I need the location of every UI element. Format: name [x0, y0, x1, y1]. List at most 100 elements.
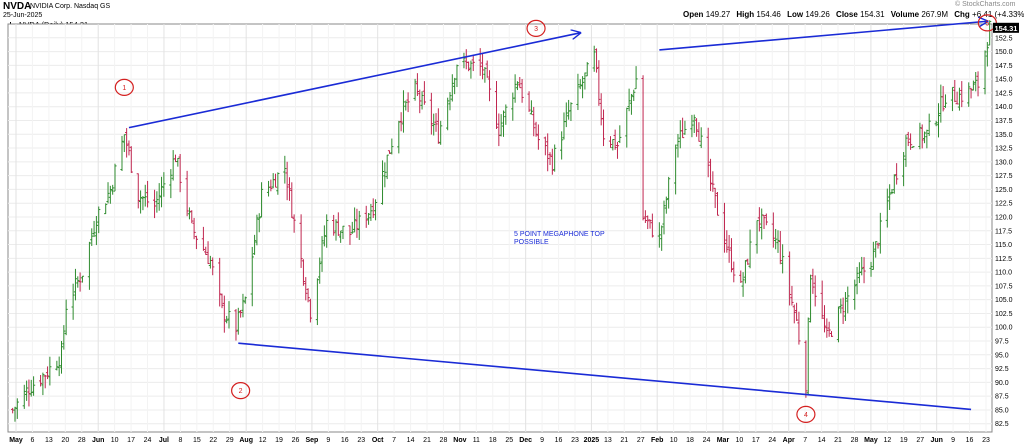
ohlc-bar: [194, 235, 199, 250]
x-tick-label: 19: [900, 437, 908, 444]
ohlc-bar: [239, 309, 243, 318]
ohlc-bar: [404, 100, 408, 111]
x-tick-label: 24: [768, 437, 776, 444]
ohlc-bar: [592, 45, 596, 72]
ohlc-bar: [983, 50, 987, 95]
ohlc-bar: [204, 246, 208, 255]
ohlc-bar: [145, 180, 150, 208]
ohlc-bar: [853, 279, 857, 310]
ohlc-bar: [415, 73, 420, 97]
x-tick-label: 18: [686, 437, 694, 444]
ohlc-bar: [627, 88, 631, 112]
x-tick-label: 28: [78, 437, 86, 444]
ohlc-bar: [406, 92, 410, 113]
ohlc-bar: [94, 216, 98, 246]
ohlc-bar: [355, 208, 359, 238]
x-tick-label: 9: [326, 437, 330, 444]
x-tick-label: 10: [111, 437, 119, 444]
ohlc-bar: [220, 293, 224, 309]
ohlc-bar: [336, 212, 340, 236]
x-tick-label: Jun: [92, 437, 104, 444]
x-tick-label: Aug: [239, 437, 253, 444]
ohlc-bar: [585, 62, 589, 77]
ohlc-bar: [211, 257, 215, 276]
pivot-marker: 3: [526, 19, 546, 38]
ohlc-bar: [969, 87, 973, 99]
ohlc-bar: [320, 236, 324, 272]
y-tick-label: 152.5: [995, 35, 1013, 42]
y-tick-label: 132.5: [995, 146, 1013, 153]
ohlc-bar: [201, 226, 206, 251]
ohlc-bar: [250, 246, 254, 307]
ohlc-bar: [41, 372, 45, 396]
ohlc-bar: [429, 92, 433, 135]
x-tick-label: Mar: [717, 437, 730, 444]
ohlc-bar: [218, 257, 222, 307]
x-tick-label: Sep: [306, 437, 319, 444]
ohlc-bar: [950, 86, 955, 112]
ohlc-bar: [455, 64, 459, 88]
trendline: [238, 342, 972, 411]
ohlc-bar: [318, 257, 322, 284]
ohlc-bar: [755, 220, 759, 254]
ohlc-bar: [15, 398, 19, 419]
ohlc-bar: [185, 170, 189, 217]
ohlc-bar: [776, 230, 780, 253]
chart-date: 25-Jun-2025: [3, 12, 43, 19]
ohlc-bar: [646, 215, 650, 230]
x-tick-label: 26: [292, 437, 300, 444]
y-tick-label: 120.0: [995, 214, 1013, 221]
x-tick-label: Jun: [930, 437, 942, 444]
ohlc-bar: [206, 241, 210, 265]
ohlc-bar: [152, 189, 157, 219]
ohlc-bar: [729, 238, 734, 273]
quote-volume-value: 267.9M: [921, 10, 949, 19]
ohlc-bar: [757, 207, 761, 232]
ohlc-bar: [806, 317, 810, 395]
ohlc-bar: [480, 53, 485, 80]
ohlc-bar: [385, 154, 389, 180]
ohlc-bar: [615, 141, 620, 159]
x-tick-label: Feb: [651, 437, 663, 444]
ohlc-bar: [941, 86, 945, 112]
ohlc-bar: [890, 189, 894, 195]
quote-change-value: +6.41 (+4.33%): [972, 10, 1024, 19]
x-tick-label: 9: [951, 437, 955, 444]
ohlc-bar: [87, 241, 92, 290]
x-tick-label: 12: [883, 437, 891, 444]
ohlc-bar: [683, 120, 687, 135]
ohlc-bar: [957, 87, 962, 111]
ohlc-bar: [827, 321, 831, 337]
x-tick-label: 15: [193, 437, 201, 444]
ohlc-bar: [283, 155, 287, 184]
ohlc-bar: [713, 187, 717, 209]
ohlc-bar: [187, 207, 192, 220]
ohlc-bar: [157, 183, 161, 211]
x-tick-label: Jul: [159, 437, 169, 444]
ohlc-bar: [762, 214, 766, 229]
y-tick-label: 102.5: [995, 311, 1013, 318]
quote-open-label: Open: [683, 10, 704, 19]
ohlc-bar: [111, 184, 115, 195]
ohlc-bar: [255, 214, 259, 246]
ohlc-bar: [732, 261, 736, 283]
ohlc-bar: [536, 124, 540, 150]
ohlc-bar: [104, 203, 108, 215]
ohlc-bar: [888, 184, 892, 210]
ohlc-bar: [613, 129, 617, 150]
ohlc-bar: [706, 127, 710, 178]
ohlc-bar: [985, 42, 989, 67]
ohlc-bar: [641, 75, 645, 221]
ohlc-bar: [804, 340, 808, 398]
ohlc-bar: [515, 81, 520, 91]
ohlc-bar: [129, 146, 133, 173]
ohlc-bar: [383, 162, 387, 188]
ohlc-bar: [697, 122, 701, 142]
ohlc-bar: [90, 228, 94, 246]
ticker-symbol: NVDA: [3, 1, 32, 12]
x-tick-label: 16: [341, 437, 349, 444]
ohlc-bar: [699, 127, 703, 149]
x-tick-label: 21: [620, 437, 628, 444]
x-tick-label: 19: [275, 437, 283, 444]
